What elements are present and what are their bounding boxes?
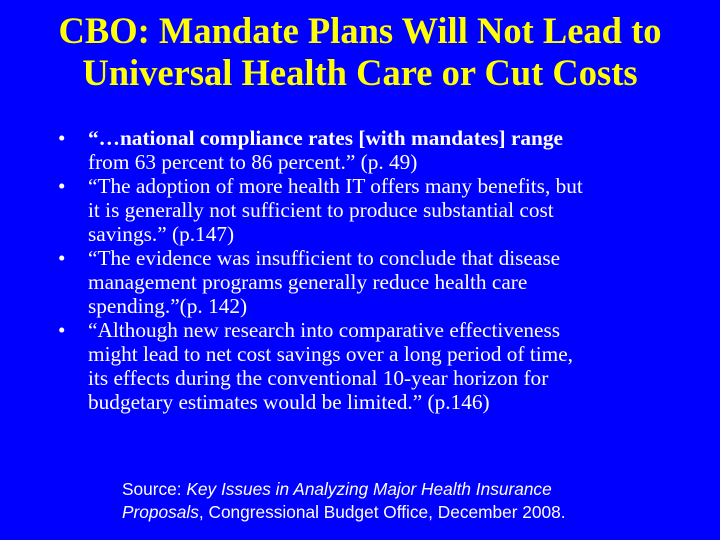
source-prefix: Source:: [122, 479, 187, 499]
bullet-text-line: its effects during the conventional 10-y…: [88, 366, 549, 390]
source-publisher: , Congressional Budget Office, December …: [198, 502, 566, 522]
bullet-text-line: spending.”(p. 142): [88, 294, 248, 318]
slide-title-line-2: Universal Health Care or Cut Costs: [82, 52, 638, 93]
bullet-item: • “The adoption of more health IT offers…: [58, 174, 663, 246]
source-line-1: Source: Key Issues in Analyzing Major He…: [122, 478, 682, 501]
source-citation: Source: Key Issues in Analyzing Major He…: [122, 478, 682, 524]
bullet-item: • “…national compliance rates [with mand…: [58, 126, 663, 174]
bullet-dot-icon: •: [58, 246, 66, 270]
bullet-dot-icon: •: [58, 174, 66, 198]
bullet-text-line: “…national compliance rates [with mandat…: [88, 126, 563, 150]
bullet-text-line: “The evidence was insufficient to conclu…: [88, 246, 561, 270]
bullet-text-line: “Although new research into comparative …: [88, 318, 561, 342]
slide-title: CBO: Mandate Plans Will Not Lead to Univ…: [0, 10, 720, 94]
bullet-dot-icon: •: [58, 126, 66, 150]
bullet-dot-icon: •: [58, 318, 66, 342]
bullet-text-line: “The adoption of more health IT offers m…: [88, 174, 583, 198]
bullet-item: • “Although new research into comparativ…: [58, 318, 663, 414]
bullet-text-line: savings.” (p.147): [88, 222, 235, 246]
bullet-text-line: management programs generally reduce hea…: [88, 270, 528, 294]
bullet-text-line: it is generally not sufficient to produc…: [88, 198, 554, 222]
bullet-list: • “…national compliance rates [with mand…: [58, 126, 663, 414]
bullet-text-line: might lead to net cost savings over a lo…: [88, 342, 573, 366]
bullet-text-line: budgetary estimates would be limited.” (…: [88, 390, 490, 414]
bullet-text-line: from 63 percent to 86 percent.” (p. 49): [88, 150, 418, 174]
slide-title-line-1: CBO: Mandate Plans Will Not Lead to: [58, 10, 662, 51]
source-line-2: Proposals, Congressional Budget Office, …: [122, 501, 682, 524]
source-title-part-1: Key Issues in Analyzing Major Health Ins…: [186, 479, 552, 499]
source-title-part-2: Proposals: [122, 502, 199, 522]
bullet-item: • “The evidence was insufficient to conc…: [58, 246, 663, 318]
